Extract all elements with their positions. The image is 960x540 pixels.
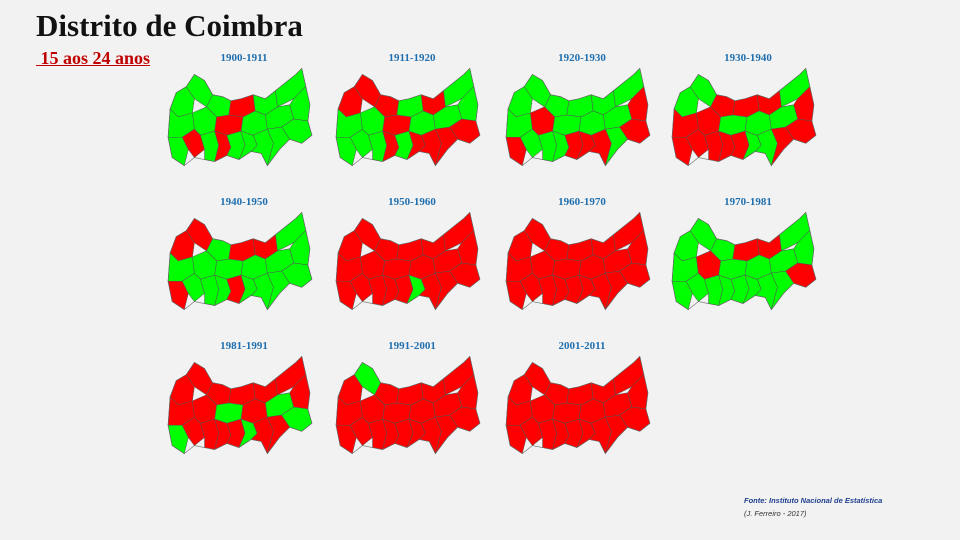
period-label: 1981-1991	[220, 340, 268, 352]
district-outline	[505, 355, 651, 455]
district-map	[335, 355, 481, 455]
page-title: Distrito de Coimbra	[36, 8, 303, 43]
district-outline	[335, 211, 481, 311]
period-label: 1920-1930	[558, 52, 606, 64]
district-map	[167, 67, 313, 167]
district-map	[505, 355, 651, 455]
district-outline	[167, 211, 313, 311]
period-label: 1970-1981	[724, 196, 772, 208]
map-panel: 1991-2001	[332, 340, 492, 472]
map-panel: 1970-1981	[668, 196, 828, 328]
district-outline	[671, 67, 817, 167]
district-outline	[671, 211, 817, 311]
map-panel: 1930-1940	[668, 52, 828, 184]
district-outline	[167, 355, 313, 455]
district-map	[167, 211, 313, 311]
map-panel: 1920-1930	[502, 52, 662, 184]
map-panel: 1981-1991	[164, 340, 324, 472]
credit-note: (J. Ferreiro - 2017)	[744, 509, 807, 518]
district-map	[505, 211, 651, 311]
period-label: 1911-1920	[388, 52, 436, 64]
district-outline	[505, 67, 651, 167]
map-panel: 2001-2011	[502, 340, 662, 472]
district-map	[335, 67, 481, 167]
district-outline	[335, 67, 481, 167]
district-map	[671, 211, 817, 311]
map-panel: 1911-1920	[332, 52, 492, 184]
map-panel: 1960-1970	[502, 196, 662, 328]
period-label: 1930-1940	[724, 52, 772, 64]
district-map	[671, 67, 817, 167]
map-panel: 1940-1950	[164, 196, 324, 328]
district-outline	[335, 355, 481, 455]
district-map	[167, 355, 313, 455]
period-label: 1950-1960	[388, 196, 436, 208]
district-map	[505, 67, 651, 167]
period-label: 1900-1911	[220, 52, 268, 64]
period-label: 1991-2001	[388, 340, 436, 352]
source-note: Fonte: Instituto Nacional de Estatística	[744, 496, 883, 505]
period-label: 1940-1950	[220, 196, 268, 208]
district-outline	[167, 67, 313, 167]
page-subtitle: 15 aos 24 anos	[36, 48, 151, 68]
district-map	[335, 211, 481, 311]
district-outline	[505, 211, 651, 311]
period-label: 1960-1970	[558, 196, 606, 208]
period-label: 2001-2011	[558, 340, 606, 352]
map-panel: 1900-1911	[164, 52, 324, 184]
map-panel: 1950-1960	[332, 196, 492, 328]
